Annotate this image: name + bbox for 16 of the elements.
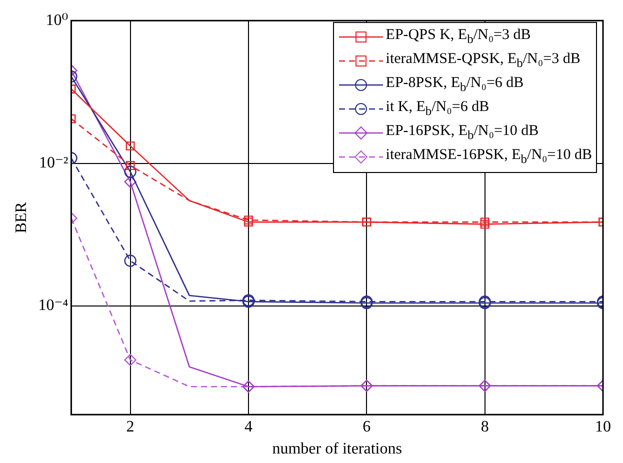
x-tick-label: 10: [595, 418, 611, 436]
x-tick-label: 2: [126, 418, 134, 436]
x-tick-label: 4: [244, 418, 252, 436]
legend-label: iteraMMSE-QPSK, E$_{b}$/N₀=3 dB: [386, 50, 580, 72]
y-tick-label: 10⁰: [46, 12, 68, 29]
x-tick-label: 6: [362, 418, 371, 436]
y-tick-label: 10⁻²: [38, 154, 68, 172]
legend-label: it K, E$_{b}$/N₀=6 dB: [386, 98, 490, 120]
y-axis-title: BER: [12, 202, 30, 234]
x-axis-title: number of iterations: [272, 440, 402, 458]
legend-label: EP-QPS K, E$_{b}$/N₀=3 dB: [386, 26, 531, 48]
x-tick-label: 8: [480, 418, 489, 436]
y-tick-label: 10⁻⁴: [38, 297, 69, 314]
legend-label: EP-16PSK, E$_{b}$/N₀=10 dB: [386, 122, 539, 144]
legend-label: iteraMMSE-16PSK, E$_{b}$/N₀=10 dB: [386, 146, 592, 168]
legend-label: EP-8PSK, E$_{b}$/N₀=6 dB: [386, 74, 524, 96]
